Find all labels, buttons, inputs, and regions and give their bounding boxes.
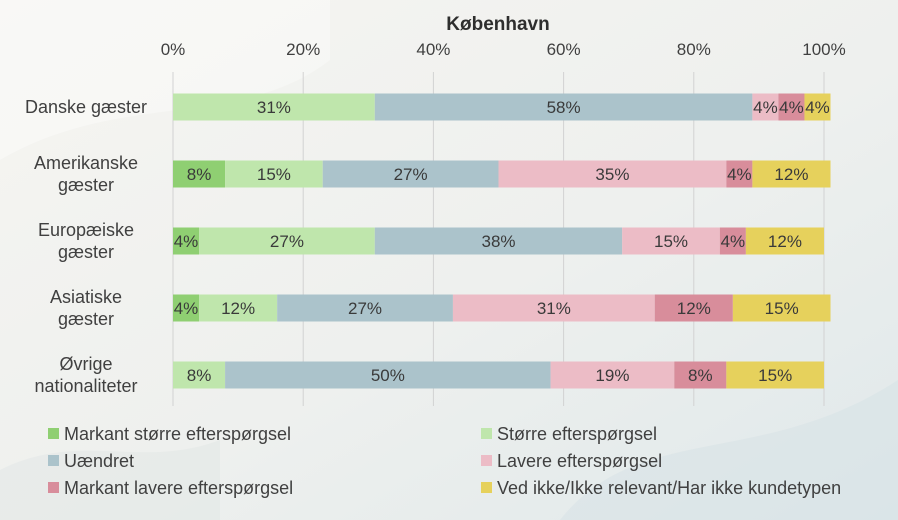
legend-swatch	[48, 428, 59, 439]
category-label: gæster	[58, 242, 114, 262]
data-label: 15%	[758, 366, 792, 385]
category-labels: Danske gæsterAmerikanskegæsterEuropæiske…	[25, 97, 147, 396]
data-label: 31%	[257, 98, 291, 117]
legend-label: Markant lavere efterspørgsel	[64, 478, 293, 498]
legend-label: Ved ikke/Ikke relevant/Har ikke kundetyp…	[497, 478, 841, 498]
category-label: Asiatiske	[50, 287, 122, 307]
bar-segment	[550, 361, 675, 389]
bar-segment	[745, 227, 824, 255]
data-label: 58%	[547, 98, 581, 117]
category-label: Amerikanske	[34, 153, 138, 173]
bar-segment	[173, 294, 200, 322]
bar-segment	[726, 361, 824, 389]
data-label: 8%	[187, 366, 212, 385]
data-label: 4%	[721, 232, 746, 251]
legend-label: Markant større efterspørgsel	[64, 424, 291, 444]
legend: Markant større efterspørgsel Større efter…	[48, 424, 841, 498]
bar-segment	[173, 361, 226, 389]
x-tick-label: 40%	[416, 40, 450, 59]
x-tick-label: 80%	[677, 40, 711, 59]
x-tick-label: 60%	[547, 40, 581, 59]
bar-segment	[654, 294, 733, 322]
data-label: 15%	[654, 232, 688, 251]
legend-label: Større efterspørgsel	[497, 424, 657, 444]
data-label: 38%	[481, 232, 515, 251]
bar-segment	[674, 361, 727, 389]
data-label: 4%	[779, 98, 804, 117]
data-label: 4%	[727, 165, 752, 184]
bar-segment	[322, 160, 499, 188]
category-label: gæster	[58, 175, 114, 195]
data-label: 15%	[257, 165, 291, 184]
category-label: nationaliteter	[34, 376, 137, 396]
bar-segment	[374, 227, 623, 255]
bar-segment	[225, 160, 323, 188]
legend-label: Lavere efterspørgsel	[497, 451, 662, 471]
bar-segment	[752, 160, 831, 188]
bar-segment	[498, 160, 727, 188]
data-label: 12%	[221, 299, 255, 318]
bar-segment	[374, 93, 753, 121]
data-label: 8%	[688, 366, 713, 385]
bar-segment	[452, 294, 655, 322]
legend-swatch	[48, 482, 59, 493]
legend-swatch	[481, 455, 492, 466]
bar-segment	[277, 294, 453, 322]
bar-segment	[199, 294, 278, 322]
category-label: Europæiske	[38, 220, 134, 240]
bar-segment	[726, 160, 753, 188]
x-tick-label: 100%	[802, 40, 845, 59]
data-label: 15%	[765, 299, 799, 318]
chart-title: København	[446, 14, 549, 35]
legend-label: Uændret	[64, 451, 134, 471]
x-axis-ticks: 0% 20% 40% 60% 80% 100%	[161, 40, 846, 59]
data-label: 4%	[174, 299, 199, 318]
legend-swatch	[481, 482, 492, 493]
data-label: 4%	[753, 98, 778, 117]
data-label: 50%	[371, 366, 405, 385]
data-label: 31%	[537, 299, 571, 318]
category-label: Danske gæster	[25, 97, 147, 117]
bar-segment	[173, 93, 375, 121]
bar-segment	[173, 227, 200, 255]
bar-segment	[752, 93, 779, 121]
legend-swatch	[48, 455, 59, 466]
data-label: 12%	[768, 232, 802, 251]
bar-segment	[732, 294, 831, 322]
x-tick-label: 0%	[161, 40, 186, 59]
x-tick-label: 20%	[286, 40, 320, 59]
bar-segment	[173, 160, 226, 188]
data-label: 27%	[348, 299, 382, 318]
data-label: 8%	[187, 165, 212, 184]
bar-segment	[622, 227, 720, 255]
category-label: gæster	[58, 309, 114, 329]
data-label: 4%	[174, 232, 199, 251]
legend-swatch	[481, 428, 492, 439]
data-label: 27%	[270, 232, 304, 251]
data-label: 4%	[805, 98, 830, 117]
data-label: 12%	[677, 299, 711, 318]
data-label: 27%	[394, 165, 428, 184]
data-label: 19%	[595, 366, 629, 385]
bar-segment	[225, 361, 551, 389]
bar-segment	[719, 227, 746, 255]
category-label: Øvrige	[59, 354, 112, 374]
bars: 31% 58% 4% 4% 4%8% 15% 27% 35% 4% 12%4% 27% 38% 15% 4…	[173, 93, 831, 389]
data-label: 12%	[774, 165, 808, 184]
bar-segment	[778, 93, 805, 121]
bar-segment	[199, 227, 375, 255]
data-label: 35%	[595, 165, 629, 184]
bar-segment	[804, 93, 831, 121]
